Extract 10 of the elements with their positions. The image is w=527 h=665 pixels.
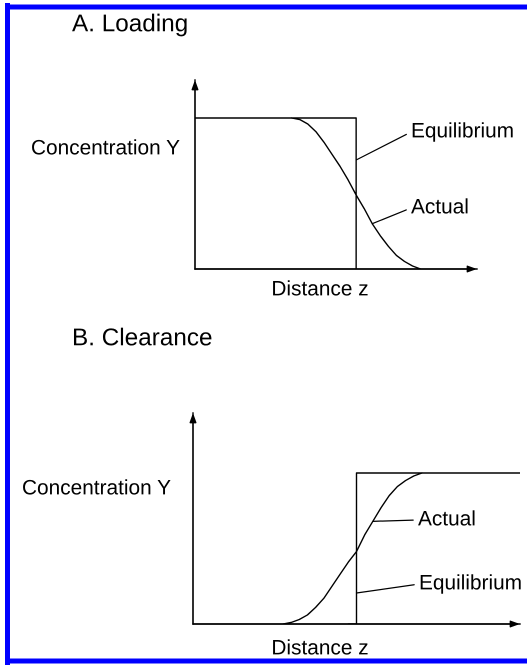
y-axis-title: Concentration Y	[32, 139, 180, 155]
y-axis-title: Concentration Y	[23, 479, 171, 495]
legend-label: Actual	[418, 510, 475, 526]
legend-label: Equilibrium	[420, 574, 521, 594]
x-axis-title: Distance z	[273, 280, 368, 296]
text: Equilibrium	[412, 122, 513, 142]
chart-title: B. Clearance	[74, 328, 212, 346]
chart-title: A. Loading	[72, 14, 187, 36]
x-axis-title: Distance z	[273, 639, 368, 655]
legend-label: Actual	[411, 198, 468, 214]
